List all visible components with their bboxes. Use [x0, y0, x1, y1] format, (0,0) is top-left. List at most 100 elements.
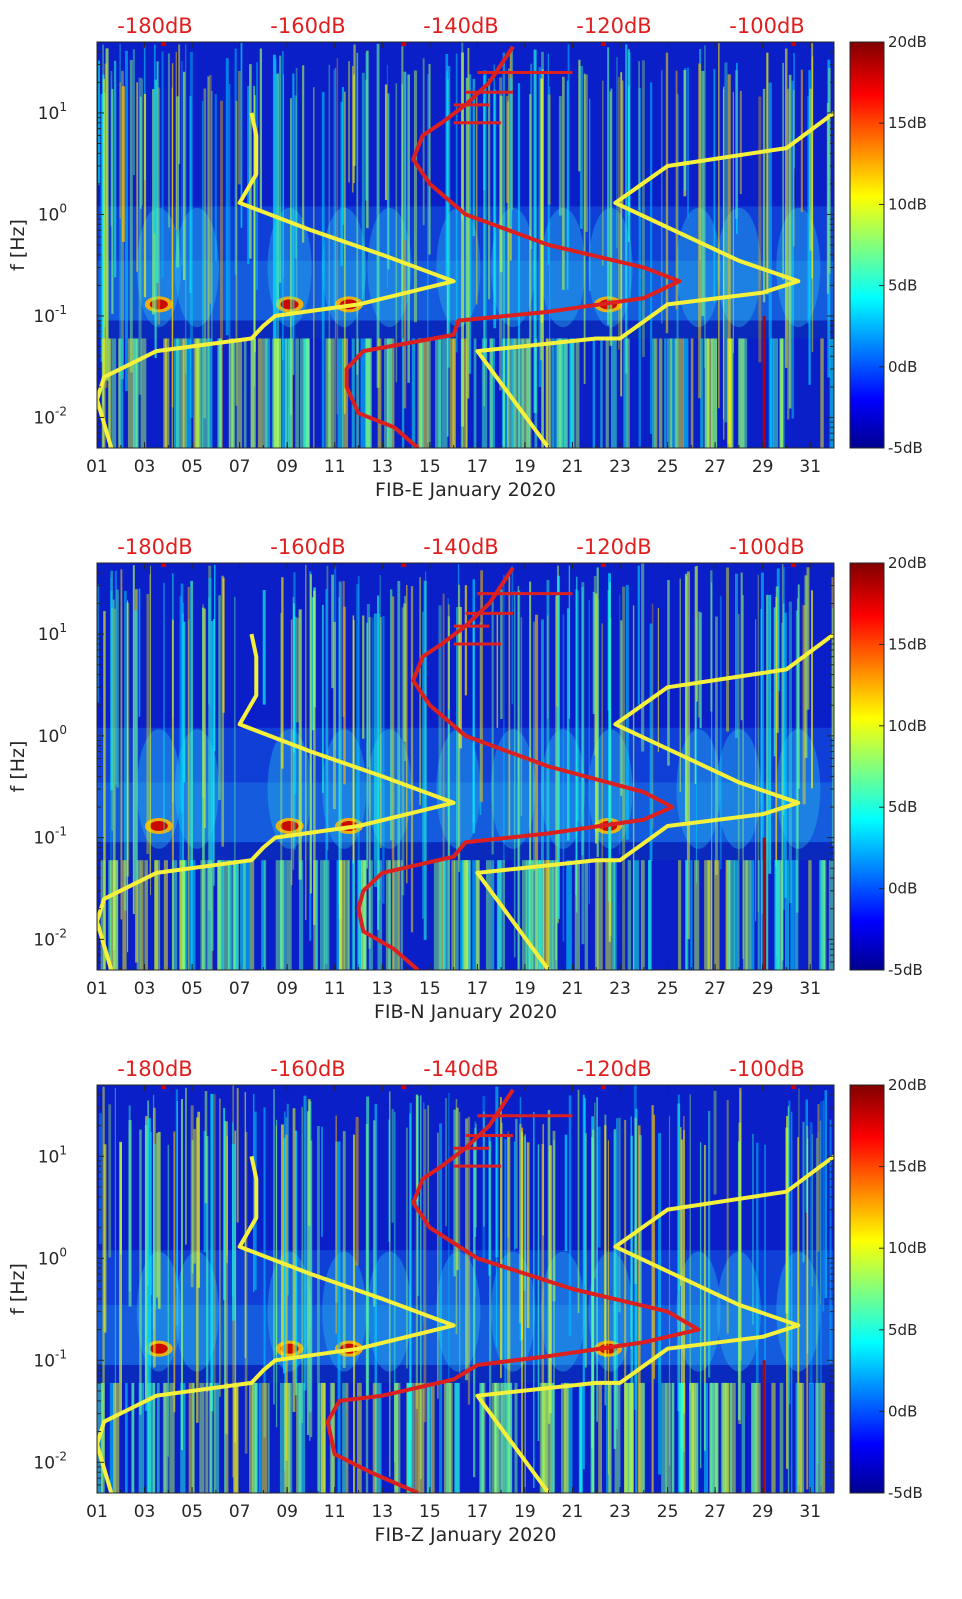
- transient-streak: [119, 43, 121, 376]
- lowfreq-block: [286, 860, 292, 970]
- transient-streak: [103, 1144, 107, 1333]
- colorbar: [849, 1084, 885, 1494]
- lowfreq-block: [263, 860, 267, 970]
- lowfreq-block: [342, 338, 349, 448]
- colorbar-tick-label: 0dB: [888, 880, 917, 898]
- lowfreq-block: [223, 860, 229, 970]
- transient-streak: [366, 50, 369, 229]
- panel-fib-n: 01 03 05 07 09 11 13 15 17 19 21 23 25 27 29 31 FIB-N Ja…: [7, 535, 927, 1023]
- low-noise-model-curve: [97, 112, 456, 448]
- lowfreq-block: [677, 860, 682, 970]
- lowfreq-block: [738, 338, 742, 448]
- transient-streak: [423, 580, 427, 940]
- lowfreq-block: [176, 338, 182, 448]
- transient-streak: [465, 77, 468, 448]
- lowfreq-block: [690, 338, 694, 448]
- transient-streak: [456, 1107, 459, 1271]
- lowfreq-block: [182, 338, 187, 448]
- lowfreq-block: [670, 338, 675, 448]
- lowfreq-block: [543, 860, 549, 970]
- transient-streak: [132, 565, 135, 914]
- transient-streak: [313, 590, 316, 925]
- lowfreq-block: [714, 860, 720, 970]
- lowfreq-block: [109, 860, 116, 970]
- lowfreq-block: [236, 338, 243, 448]
- transient-streak: [457, 564, 460, 859]
- lowfreq-block: [100, 860, 106, 970]
- lowfreq-block: [125, 1382, 128, 1493]
- transient-streak: [445, 53, 449, 278]
- lowfreq-block: [428, 338, 431, 448]
- lowfreq-block: [133, 338, 137, 448]
- lowfreq-block: [217, 338, 222, 448]
- transient-streak: [113, 60, 117, 278]
- transient-streak: [507, 1136, 511, 1493]
- transient-streak: [298, 609, 302, 880]
- hot-spot-core: [149, 1343, 168, 1354]
- transient-streak: [234, 48, 237, 275]
- transient-streak: [181, 61, 183, 266]
- storm-plume: [776, 729, 821, 849]
- transient-streak: [581, 582, 585, 945]
- lowfreq-block: [648, 860, 652, 970]
- lowfreq-block: [131, 1382, 135, 1493]
- transient-streak: [161, 51, 164, 278]
- y-tick-label: 101: [38, 100, 67, 124]
- transient-streak: [609, 91, 612, 346]
- lowfreq-block: [445, 1382, 452, 1493]
- transient-streak: [620, 72, 623, 397]
- transient-streak: [473, 1138, 476, 1478]
- lowfreq-block: [704, 338, 710, 448]
- transient-streak: [726, 567, 730, 732]
- transient-streak: [491, 596, 494, 855]
- colorbar-tick-label: 0dB: [888, 358, 917, 376]
- transient-streak: [793, 52, 795, 169]
- x-tick-label: 11: [324, 979, 346, 999]
- top-dot: [401, 563, 407, 567]
- transient-streak: [223, 1107, 226, 1301]
- lowfreq-block: [442, 338, 448, 448]
- transient-streak: [387, 93, 390, 270]
- transient-streak: [366, 622, 369, 869]
- lowfreq-block: [808, 860, 812, 970]
- lowfreq-block: [258, 1382, 262, 1493]
- transient-streak: [775, 596, 777, 867]
- transient-streak: [253, 1093, 255, 1293]
- x-tick-label: 15: [419, 1502, 441, 1522]
- lowfreq-block: [295, 338, 299, 448]
- transient-streak: [597, 1126, 601, 1248]
- x-tick-label: 21: [562, 1502, 584, 1522]
- transient-streak: [114, 570, 118, 785]
- lowfreq-block: [817, 1382, 823, 1493]
- db-axis-label: -140dB: [423, 14, 498, 38]
- transient-streak: [783, 603, 785, 816]
- lowfreq-block: [549, 860, 554, 970]
- x-tick-label: 01: [86, 979, 108, 999]
- transient-streak: [292, 596, 295, 870]
- transient-streak: [447, 598, 449, 817]
- transient-streak: [703, 1144, 706, 1451]
- transient-streak: [365, 52, 369, 201]
- transient-streak: [182, 621, 186, 783]
- x-tick-label: 21: [562, 457, 584, 477]
- transient-streak: [343, 606, 346, 785]
- lowfreq-block: [252, 1382, 257, 1493]
- lowfreq-block: [279, 1382, 286, 1493]
- transient-streak: [335, 1115, 337, 1334]
- transient-streak: [472, 615, 475, 823]
- storm-plume: [136, 207, 181, 328]
- event-line: [762, 837, 766, 970]
- lowfreq-block: [465, 860, 471, 970]
- transient-streak: [282, 51, 284, 360]
- median-PSD-curve: [344, 45, 682, 448]
- transient-streak: [638, 1135, 642, 1344]
- lowfreq-block: [299, 860, 304, 970]
- lowfreq-block: [275, 860, 282, 970]
- transient-streak: [301, 1106, 304, 1424]
- top-dot: [791, 42, 797, 46]
- transient-streak: [391, 596, 395, 970]
- transient-streak: [303, 1095, 307, 1391]
- lowfreq-block: [598, 1382, 602, 1493]
- transient-streak: [634, 1117, 637, 1284]
- transient-streak: [228, 84, 231, 448]
